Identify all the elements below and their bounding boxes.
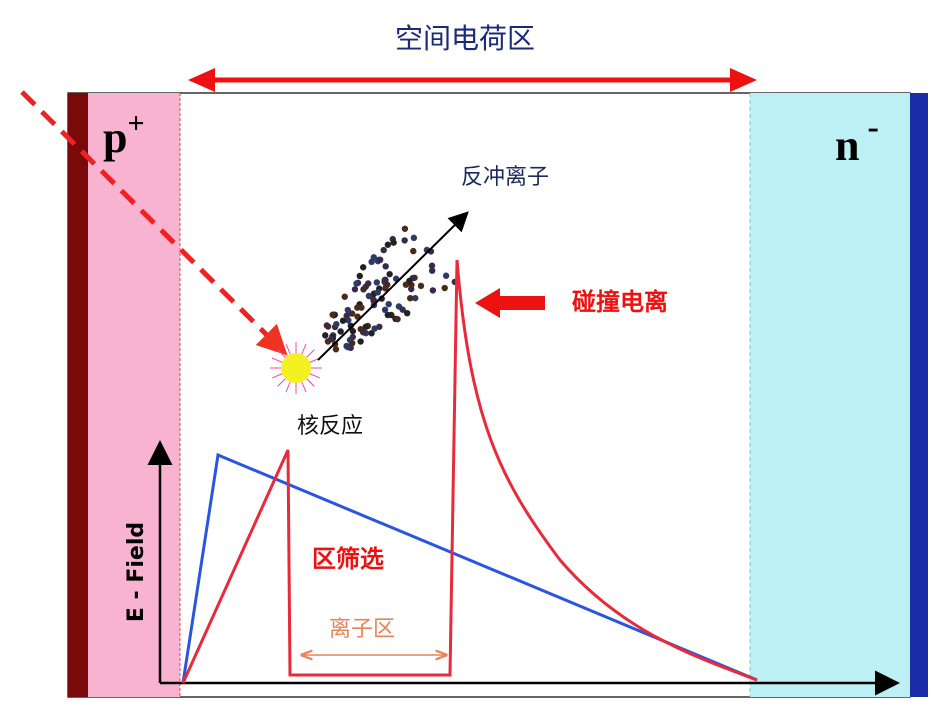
ion — [380, 246, 387, 254]
ray — [277, 349, 286, 358]
ion — [410, 247, 417, 255]
recoil-arrow — [317, 211, 469, 361]
ion — [406, 277, 413, 285]
field-profile — [181, 452, 758, 684]
ion — [386, 270, 393, 278]
p-label: p+ — [103, 107, 145, 162]
ion-cloud — [322, 225, 458, 353]
ion — [357, 325, 364, 333]
ion — [377, 256, 384, 264]
ion — [356, 272, 363, 280]
ray — [306, 349, 315, 358]
reaction-label: 核反应 — [297, 414, 363, 439]
n-label: n- — [835, 109, 879, 170]
ion — [399, 306, 406, 313]
ion — [381, 276, 388, 284]
ion — [403, 309, 411, 317]
ion — [362, 283, 370, 290]
ion — [368, 258, 375, 266]
ion — [384, 281, 391, 288]
text: p — [103, 113, 127, 162]
ion — [373, 279, 381, 286]
ion — [410, 234, 418, 242]
ion — [429, 287, 437, 294]
ion — [362, 323, 369, 330]
ion — [382, 263, 389, 270]
ion — [385, 300, 392, 308]
ion — [348, 339, 356, 347]
ion — [348, 310, 356, 317]
ion — [374, 289, 381, 296]
ion — [417, 282, 425, 290]
ion — [343, 342, 350, 350]
ion — [329, 311, 336, 318]
ion — [337, 328, 344, 335]
ray — [277, 378, 286, 387]
ray — [285, 381, 291, 393]
ion — [381, 306, 389, 314]
incident-particle — [20, 90, 288, 356]
ion — [401, 225, 409, 232]
n-region — [750, 93, 910, 697]
ion — [412, 294, 419, 302]
ion — [442, 272, 450, 279]
ion — [322, 332, 329, 339]
ion — [407, 294, 414, 302]
ion — [351, 286, 359, 293]
ion — [390, 239, 397, 246]
ion — [441, 284, 448, 292]
recoil-label: 反冲离子 — [461, 165, 549, 190]
n-contact — [910, 93, 928, 697]
ion — [339, 317, 347, 324]
ion — [368, 330, 375, 337]
ion — [371, 325, 378, 332]
text: n — [835, 121, 859, 170]
text: + — [127, 107, 144, 140]
ion — [353, 280, 360, 287]
text: - — [867, 109, 878, 146]
ion — [401, 237, 408, 244]
ray — [301, 343, 307, 355]
reaction-point — [281, 353, 311, 383]
ray — [301, 381, 307, 393]
ion — [394, 315, 401, 323]
p-region — [88, 93, 180, 697]
ion — [365, 292, 373, 300]
impact-arrow — [475, 288, 545, 318]
ion — [344, 306, 352, 314]
ion — [333, 320, 340, 328]
ion — [384, 241, 392, 248]
title: 空间电荷区 — [395, 22, 535, 55]
ion — [324, 323, 332, 330]
ray — [271, 373, 283, 379]
ion — [378, 295, 385, 302]
ion — [359, 264, 367, 271]
axis-label: E - Field — [124, 522, 149, 622]
charge-profile — [181, 259, 758, 684]
ray — [309, 373, 321, 379]
ion-zone-label: 离子区 — [329, 617, 395, 642]
ion — [357, 338, 364, 345]
ion — [349, 327, 357, 335]
ray — [285, 343, 291, 355]
burst — [270, 342, 322, 394]
ion — [388, 311, 395, 319]
p-contact — [68, 93, 88, 697]
filter-label: 区筛选 — [312, 545, 384, 573]
ray — [306, 378, 315, 387]
ion — [341, 293, 348, 300]
ion — [428, 262, 436, 269]
ion — [332, 346, 340, 353]
ion — [428, 267, 436, 274]
ion — [343, 312, 350, 319]
ray — [271, 357, 283, 363]
ion — [358, 304, 365, 311]
impact-label: 碰撞电离 — [572, 288, 668, 316]
ion — [327, 335, 335, 343]
